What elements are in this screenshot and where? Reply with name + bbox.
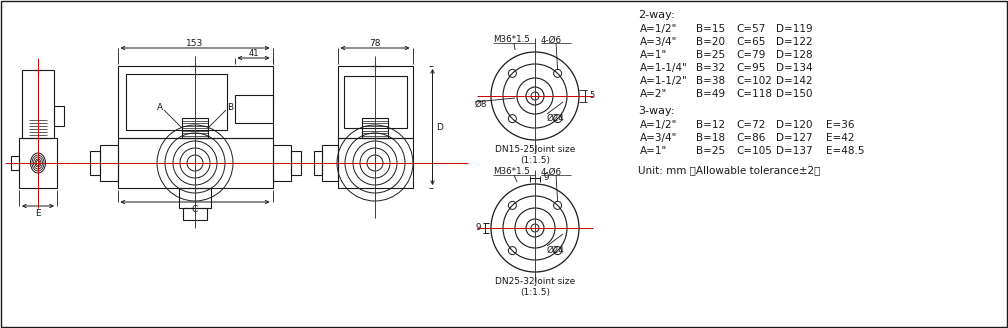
Bar (182, 118, 208, 138)
Bar (100, 145, 118, 181)
Bar (338, 138, 412, 188)
Bar (322, 145, 338, 181)
Bar (118, 138, 272, 188)
Bar (118, 66, 272, 138)
Text: D=120: D=120 (776, 120, 812, 130)
Text: C=79: C=79 (736, 50, 765, 60)
Text: C=57: C=57 (736, 24, 765, 34)
Bar (54, 106, 64, 126)
Text: B=25: B=25 (696, 146, 725, 156)
Text: Unit: mm （Allowable tolerance±2）: Unit: mm （Allowable tolerance±2） (638, 165, 821, 175)
Text: B=49: B=49 (696, 89, 725, 99)
Text: A=1": A=1" (640, 50, 667, 60)
Text: D=128: D=128 (776, 50, 812, 60)
Text: C=118: C=118 (736, 89, 772, 99)
Bar (338, 66, 412, 138)
Text: C=86: C=86 (736, 133, 765, 143)
Text: D=119: D=119 (776, 24, 812, 34)
Text: Ø24: Ø24 (547, 113, 564, 122)
Bar (183, 208, 207, 220)
Text: B=15: B=15 (696, 24, 725, 34)
Text: 153: 153 (186, 38, 204, 48)
Text: C=72: C=72 (736, 120, 765, 130)
Text: B: B (227, 104, 233, 113)
Text: A=1/2": A=1/2" (640, 120, 677, 130)
Text: A: A (157, 104, 163, 113)
Text: 5: 5 (590, 92, 595, 100)
Text: E=36: E=36 (826, 120, 855, 130)
Text: DN25-32Joint size: DN25-32Joint size (495, 277, 576, 286)
Text: A=1-1/2": A=1-1/2" (640, 76, 687, 86)
Text: C=102: C=102 (736, 76, 772, 86)
Bar (272, 145, 290, 181)
Text: E=42: E=42 (826, 133, 855, 143)
Bar (362, 118, 388, 138)
Bar (11, 156, 19, 170)
Text: M36*1.5: M36*1.5 (493, 35, 530, 45)
Text: A=2": A=2" (640, 89, 667, 99)
Text: 78: 78 (369, 38, 381, 48)
Text: D=150: D=150 (776, 89, 812, 99)
Text: D=122: D=122 (776, 37, 812, 47)
Text: C=105: C=105 (736, 146, 772, 156)
Text: 4-Ø6: 4-Ø6 (541, 35, 562, 45)
Text: B=20: B=20 (696, 37, 725, 47)
Text: A=3/4": A=3/4" (640, 37, 677, 47)
Bar (19, 138, 57, 188)
Text: 4-Ø6: 4-Ø6 (541, 168, 562, 176)
Text: (1:1.5): (1:1.5) (520, 288, 550, 297)
Bar (126, 74, 227, 130)
Text: B=25: B=25 (696, 50, 725, 60)
Text: A=1-1/4": A=1-1/4" (640, 63, 687, 73)
Text: C=65: C=65 (736, 37, 765, 47)
Bar (235, 95, 272, 123)
Text: D=142: D=142 (776, 76, 812, 86)
Bar (344, 76, 406, 128)
Text: A=1": A=1" (640, 146, 667, 156)
Text: M36*1.5: M36*1.5 (493, 168, 530, 176)
Text: C: C (192, 206, 199, 215)
Text: B=32: B=32 (696, 63, 725, 73)
Bar (290, 151, 300, 175)
Text: D=134: D=134 (776, 63, 812, 73)
Bar (22, 70, 54, 138)
Text: 9: 9 (544, 174, 549, 182)
Text: 9: 9 (475, 223, 481, 233)
Text: A=3/4": A=3/4" (640, 133, 677, 143)
Text: DN15-25Joint size: DN15-25Joint size (495, 146, 576, 154)
Text: E=48.5: E=48.5 (826, 146, 865, 156)
Bar (179, 188, 211, 208)
Text: E: E (35, 209, 40, 217)
Bar (313, 151, 322, 175)
Text: B=38: B=38 (696, 76, 725, 86)
Text: Ø8: Ø8 (475, 99, 488, 109)
Text: D=137: D=137 (776, 146, 812, 156)
Bar (90, 151, 100, 175)
Text: D: D (436, 122, 444, 132)
Text: 3-way:: 3-way: (638, 106, 674, 116)
Text: (1:1.5): (1:1.5) (520, 155, 550, 165)
Text: D=127: D=127 (776, 133, 812, 143)
Text: Ø24: Ø24 (547, 245, 564, 255)
Text: A=1/2": A=1/2" (640, 24, 677, 34)
Text: B=12: B=12 (696, 120, 725, 130)
Text: B=18: B=18 (696, 133, 725, 143)
Text: 2-way:: 2-way: (638, 10, 674, 20)
Text: 41: 41 (248, 49, 259, 57)
Text: C=95: C=95 (736, 63, 765, 73)
